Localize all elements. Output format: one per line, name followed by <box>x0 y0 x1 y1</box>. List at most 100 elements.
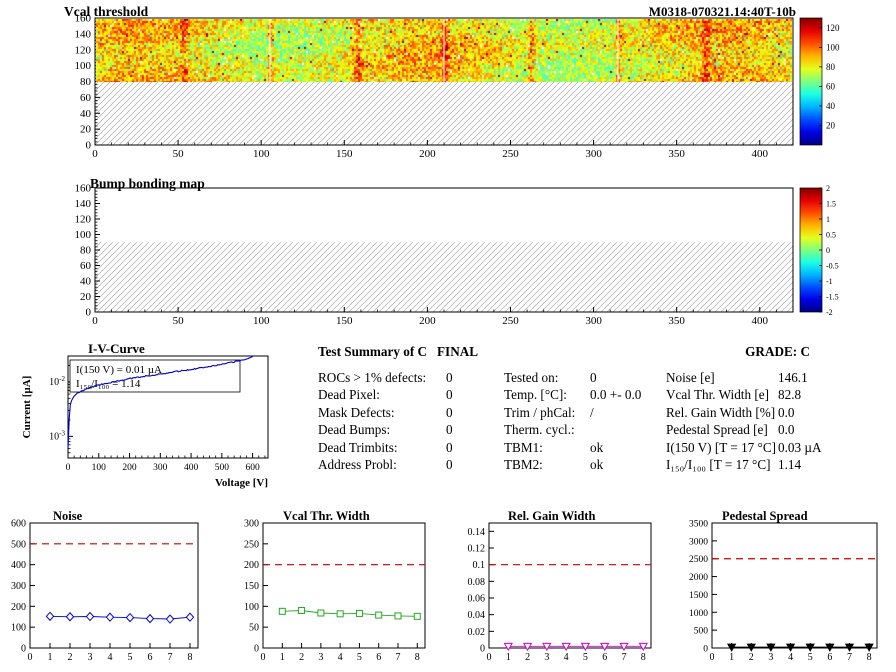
svg-text:300: 300 <box>585 148 602 160</box>
summary-defects-column: ROCs > 1% defects: 0 Dead Pixel: 0 Mask Defe… <box>318 370 500 474</box>
summary-label: Vcal Thr. Width [e] <box>666 387 769 403</box>
summary-results-column: Noise [e] 146.1 Vcal Thr. Width [e] 82.8 Rel… <box>666 370 896 474</box>
summary-value: 1.14 <box>778 456 802 472</box>
svg-text:20: 20 <box>826 120 836 130</box>
svg-text:500: 500 <box>694 627 709 637</box>
svg-text:-0.5: -0.5 <box>826 262 839 271</box>
svg-text:200: 200 <box>244 560 259 571</box>
pedestal-spread-plot: 0 1 2 3 4 5 6 7 8 0 500 1000 1500 2000 2500 3000 3500 <box>689 520 878 663</box>
bump-bonding-plot: 0 50 100 150 200 250 300 350 4000204060801001201… <box>75 183 839 328</box>
svg-text:2: 2 <box>826 184 830 193</box>
svg-text:6: 6 <box>148 652 153 663</box>
svg-text:100: 100 <box>75 229 92 241</box>
svg-text:140: 140 <box>75 198 92 210</box>
svg-text:2500: 2500 <box>689 555 708 565</box>
svg-text:100: 100 <box>244 602 259 613</box>
svg-text:300: 300 <box>585 315 602 327</box>
summary-row: Vcal Thr. Width [e] 82.8 <box>666 387 896 404</box>
summary-row: Dead Pixel: 0 <box>318 387 500 404</box>
svg-text:140: 140 <box>75 28 92 40</box>
svg-text:1.5: 1.5 <box>826 200 836 209</box>
svg-text:5: 5 <box>128 652 133 663</box>
svg-text:0: 0 <box>86 307 92 319</box>
svg-text:160: 160 <box>75 13 92 25</box>
pedestal-spread-panel: 0 1 2 3 4 5 6 7 8 0 500 1000 1500 2000 2500 3000 3500 <box>682 505 896 672</box>
summary-label: I₁₅₀/I₁₀₀ [T = 17 °C] <box>666 456 771 472</box>
svg-text:20: 20 <box>80 124 92 136</box>
summary-label: TBM2: <box>504 456 543 472</box>
svg-text:1: 1 <box>506 652 511 663</box>
svg-text:3: 3 <box>544 652 549 663</box>
svg-text:0: 0 <box>826 246 830 255</box>
summary-final-label: FINAL <box>437 344 479 359</box>
iv-curve-panel: 0 100 200 300 400 500 600 10-3 10-2 I(150 V) = 0.… <box>0 340 310 505</box>
vcal-threshold-heatmap <box>96 19 792 82</box>
vcal-threshold-title: Vcal threshold <box>64 4 149 19</box>
svg-text:0.04: 0.04 <box>468 610 486 621</box>
svg-text:0: 0 <box>66 463 71 473</box>
summary-grade: GRADE: C <box>745 344 810 359</box>
summary-row: Dead Bumps: 0 <box>318 422 500 439</box>
svg-text:0.06: 0.06 <box>468 594 486 605</box>
summary-row: Mask Defects: 0 <box>318 405 500 422</box>
summary-value: 146.1 <box>778 370 808 385</box>
summary-value: 0.0 +- 0.0 <box>590 387 642 403</box>
svg-text:1: 1 <box>729 652 734 663</box>
svg-text:-1.5: -1.5 <box>826 293 839 302</box>
noise-plot: 0 1 2 3 4 5 6 7 8 0 100 200 300 400 500 600 <box>11 519 199 663</box>
summary-label: TBM1: <box>504 439 543 455</box>
svg-text:80: 80 <box>826 62 836 72</box>
summary-row: Address Probl: 0 <box>318 457 500 474</box>
summary-label: Temp. [°C]: <box>504 387 567 403</box>
summary-conditions-column: Tested on: 0 Temp. [°C]: 0.0 +- 0.0 Trim / p… <box>504 370 664 474</box>
svg-text:200: 200 <box>419 148 436 160</box>
summary-label: ROCs > 1% defects: <box>318 370 427 385</box>
svg-text:100: 100 <box>253 148 270 160</box>
svg-text:7: 7 <box>847 652 852 663</box>
rel-gain-width-panel: 0 1 2 3 4 5 6 7 8 0 0.02 0.04 0.06 0.08 0.1 0.12 0.14 <box>459 505 671 672</box>
svg-text:200: 200 <box>11 602 26 613</box>
svg-text:400: 400 <box>752 315 769 327</box>
svg-text:8: 8 <box>415 652 420 663</box>
svg-text:250: 250 <box>502 315 519 327</box>
summary-value: 0.0 <box>778 404 795 420</box>
svg-text:50: 50 <box>173 148 185 160</box>
vcal-threshold-plot: 0 50 100 150 200 250 300 350 4000204060801001201… <box>75 13 841 161</box>
noise-plot-title: Noise <box>53 509 83 523</box>
iv-curve-title: I-V-Curve <box>88 341 145 356</box>
svg-text:350: 350 <box>668 315 685 327</box>
svg-text:4: 4 <box>338 652 343 663</box>
summary-value: 0 <box>446 370 453 385</box>
summary-row: TBM2: ok <box>504 457 664 474</box>
summary-label: Pedestal Spread [e] <box>666 422 768 438</box>
svg-text:-1: -1 <box>826 277 833 286</box>
svg-text:-2: -2 <box>826 308 833 317</box>
summary-row: Therm. cycl.: <box>504 422 664 439</box>
svg-text:I₁₅₀/I₁₀₀ = 1.14: I₁₅₀/I₁₀₀ = 1.14 <box>76 378 141 390</box>
svg-text:7: 7 <box>396 652 401 663</box>
summary-row: Trim / phCal: / <box>504 405 664 422</box>
svg-text:0: 0 <box>254 644 259 655</box>
svg-text:60: 60 <box>80 92 92 104</box>
svg-text:4: 4 <box>788 652 793 663</box>
svg-text:0: 0 <box>86 140 92 152</box>
summary-row: Rel. Gain Width [%] 0.0 <box>666 405 896 422</box>
summary-row: TBM1: ok <box>504 440 664 457</box>
summary-label: Rel. Gain Width [%] <box>666 404 776 420</box>
svg-text:250: 250 <box>502 148 519 160</box>
bump-bonding-panel: 0 50 100 150 200 250 300 350 400 0 20 40 60 80 100 120 1… <box>0 175 896 340</box>
svg-text:1: 1 <box>48 652 53 663</box>
svg-text:50: 50 <box>173 315 185 327</box>
svg-text:0: 0 <box>21 644 26 655</box>
bump-bonding-title: Bump bonding map <box>90 176 205 191</box>
vcal-width-panel: 0 1 2 3 4 5 6 7 8 0 50 100 150 200 250 300 <box>233 505 445 672</box>
svg-text:0: 0 <box>261 652 266 663</box>
svg-text:6: 6 <box>827 652 832 663</box>
summary-value: 0 <box>446 456 453 472</box>
svg-text:5: 5 <box>808 652 813 663</box>
svg-text:10-3: 10-3 <box>49 429 65 442</box>
vcal-width-plot-title: Vcal Thr. Width <box>283 509 370 523</box>
svg-text:0: 0 <box>703 645 708 655</box>
svg-text:500: 500 <box>11 539 26 550</box>
svg-text:1: 1 <box>826 215 830 224</box>
